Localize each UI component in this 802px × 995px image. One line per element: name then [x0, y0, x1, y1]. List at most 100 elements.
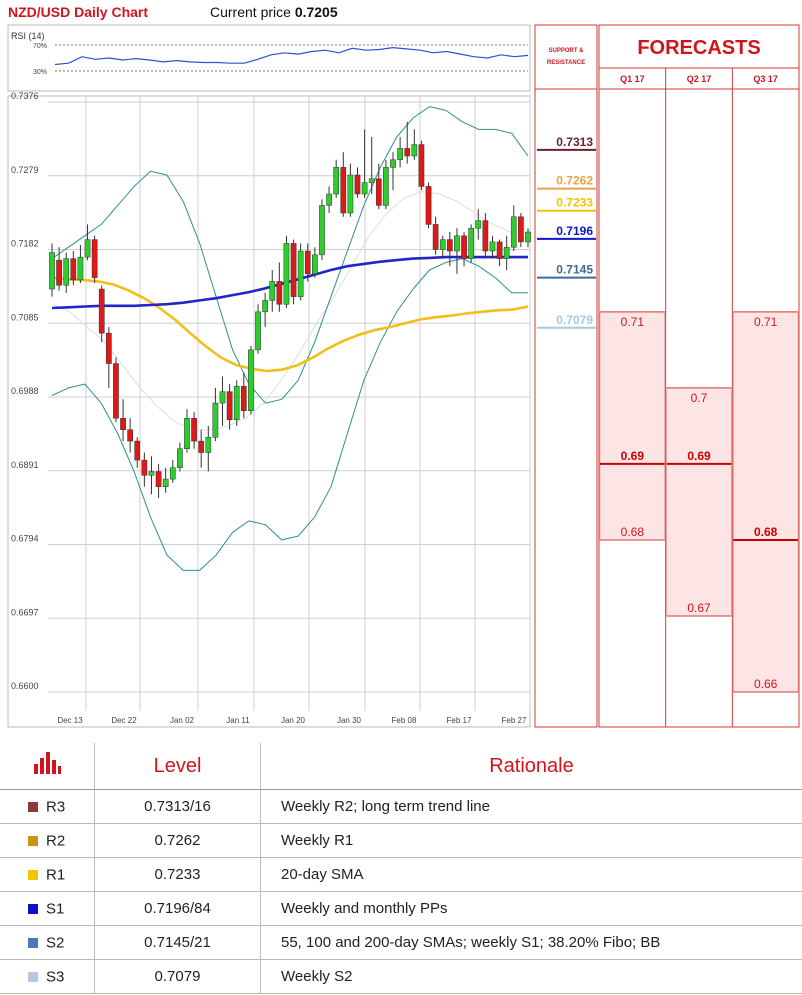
- y-tick-label: 0.6600: [11, 681, 39, 691]
- forecast-mid-label: 0.68: [754, 525, 778, 539]
- candle: [248, 346, 254, 415]
- sr-header: SUPPORT &: [548, 48, 584, 54]
- y-tick-label: 0.7182: [11, 239, 39, 249]
- candle-body: [70, 258, 77, 281]
- level-rationale: 55, 100 and 200-day SMAs; weekly S1; 38.…: [260, 925, 802, 960]
- y-tick-label: 0.7279: [11, 165, 39, 175]
- forecast-title: FORECASTS: [637, 37, 760, 59]
- x-tick-label: Jan 11: [226, 716, 250, 725]
- level-code: R2: [46, 832, 66, 850]
- candle: [304, 243, 311, 282]
- level-code-cell: S2: [0, 925, 95, 960]
- candle: [240, 372, 247, 419]
- y-tick-label: 0.7376: [11, 91, 39, 101]
- x-tick-label: Dec 22: [111, 716, 137, 725]
- sr-panel: [534, 24, 598, 728]
- candle: [205, 425, 212, 472]
- candle-body: [489, 241, 496, 252]
- forecast-column-label: Q3 17: [753, 74, 778, 84]
- sr-level-label: 0.7262: [556, 174, 593, 188]
- candle-body: [148, 471, 155, 476]
- candle-body: [368, 178, 375, 183]
- candle-body: [361, 182, 368, 195]
- candle: [98, 285, 105, 343]
- level-header: Level: [94, 743, 261, 790]
- table-row: R2 0.7262 Weekly R1: [0, 823, 802, 858]
- candle-body: [219, 391, 226, 404]
- candle: [283, 235, 290, 309]
- candle: [312, 247, 318, 278]
- candle: [454, 228, 460, 274]
- candle-body: [63, 258, 70, 286]
- sma-yellow-line: [51, 276, 529, 373]
- rationale-header: Rationale: [260, 743, 802, 790]
- candle-body: [91, 239, 98, 278]
- candle-body: [468, 227, 475, 259]
- x-tick-label: Feb 08: [392, 716, 417, 725]
- x-tick-label: Feb 27: [502, 716, 527, 725]
- chart-title: NZD/USD Daily Chart: [8, 4, 149, 20]
- candle: [319, 199, 325, 261]
- candle: [184, 409, 190, 453]
- candle-body: [77, 256, 84, 281]
- current-price: Current price 0.7205: [210, 4, 338, 20]
- candle: [340, 152, 347, 217]
- level-rationale: 20-day SMA: [260, 857, 802, 892]
- y-tick-label: 0.6891: [11, 460, 39, 470]
- candle: [169, 460, 176, 483]
- candle-body: [383, 167, 389, 206]
- level-value: 0.7313/16: [94, 789, 261, 824]
- level-code-cell: S1: [0, 891, 95, 926]
- candle: [276, 262, 283, 312]
- table-row: R3 0.7313/16 Weekly R2; long term trend li…: [0, 789, 802, 824]
- candle: [425, 182, 432, 229]
- candle: [77, 244, 84, 283]
- level-rationale: Weekly S2: [260, 959, 802, 994]
- candle-body: [475, 220, 482, 229]
- level-value: 0.7196/84: [94, 891, 261, 926]
- forecast-range-box: [666, 387, 732, 617]
- bar-chart-icon: [34, 752, 61, 774]
- candle: [404, 121, 411, 164]
- candle: [447, 232, 453, 267]
- candle-body: [255, 311, 261, 351]
- candle-body: [191, 418, 197, 442]
- candle: [226, 384, 233, 430]
- candle: [120, 399, 126, 442]
- candle: [141, 452, 148, 487]
- candle-body: [439, 239, 446, 250]
- table-row: S1 0.7196/84 Weekly and monthly PPs: [0, 891, 802, 926]
- candle-body: [326, 193, 332, 206]
- forecast-high-label: 0.71: [621, 315, 645, 329]
- candle-body: [482, 220, 489, 252]
- forecast-low-label: 0.66: [754, 677, 778, 691]
- bb-upper-line: [51, 106, 529, 404]
- level-code: R1: [46, 866, 66, 884]
- candle: [503, 235, 510, 271]
- candle: [297, 243, 304, 301]
- price-value: 0.7205: [294, 4, 338, 20]
- levels-table: Level Rationale R3 0.7313/16 Weekly R2; lo…: [0, 743, 802, 994]
- candle: [368, 136, 375, 194]
- x-tick-label: Jan 02: [170, 716, 195, 725]
- candle: [397, 136, 403, 168]
- candle-body: [141, 459, 148, 476]
- candle: [333, 159, 340, 198]
- level-value: 0.7145/21: [94, 925, 261, 960]
- level-color-swatch: [28, 903, 38, 914]
- candle: [418, 140, 425, 191]
- level-color-swatch: [28, 869, 38, 880]
- level-rationale: Weekly R1: [260, 823, 802, 858]
- candle-body: [347, 174, 354, 214]
- candle: [127, 418, 133, 453]
- level-code-cell: R1: [0, 857, 95, 892]
- candle-body: [127, 429, 133, 442]
- candle-body: [340, 167, 347, 214]
- candle-body: [177, 448, 183, 468]
- candle: [439, 235, 446, 259]
- level-code-cell: R2: [0, 823, 95, 858]
- rsi-upper-label: 70%: [33, 43, 47, 50]
- candle: [411, 129, 418, 160]
- forecast-column-label: Q1 17: [620, 74, 645, 84]
- candle-body: [49, 252, 55, 290]
